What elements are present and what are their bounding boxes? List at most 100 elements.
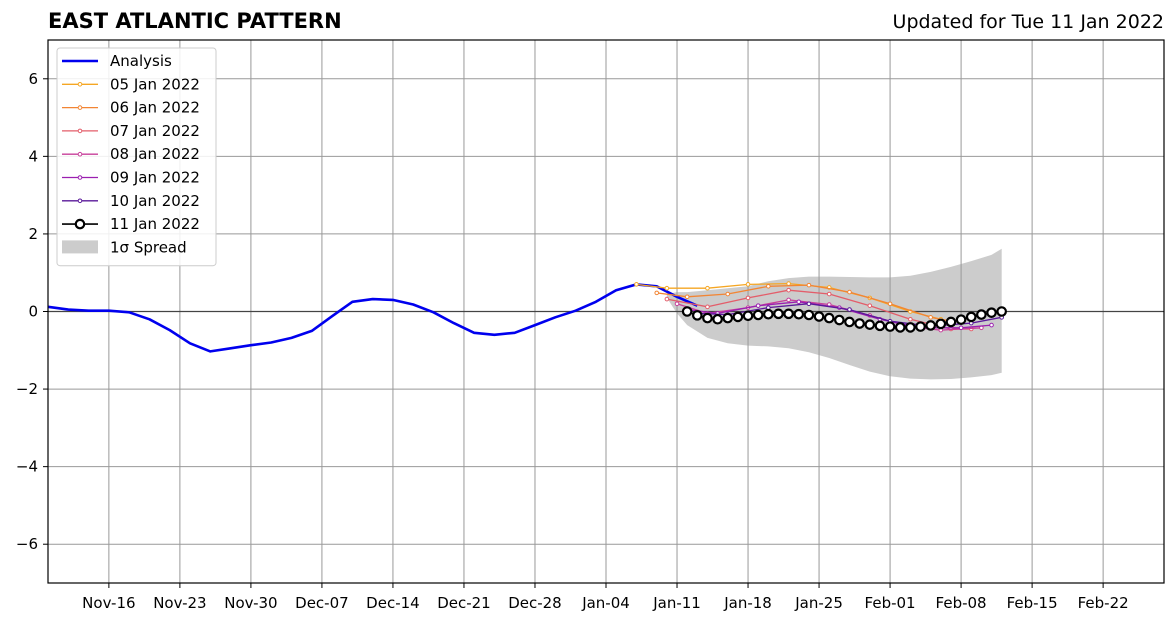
data-point xyxy=(935,318,947,330)
x-tick-label: Feb-15 xyxy=(1007,594,1058,612)
legend-item-spread: 1σ Spread xyxy=(62,238,187,256)
series-layer xyxy=(47,281,1007,353)
data-point xyxy=(681,306,693,317)
legend-marker xyxy=(77,105,83,110)
spread-layer xyxy=(666,248,1002,380)
data-point xyxy=(684,294,690,300)
data-point xyxy=(766,305,771,310)
y-tick-label: 6 xyxy=(28,70,38,88)
data-point xyxy=(786,287,791,293)
data-point xyxy=(786,297,791,303)
data-point xyxy=(834,314,845,326)
data-point xyxy=(894,322,906,333)
x-tick-label: Jan-18 xyxy=(723,594,772,612)
x-tick-label: Nov-23 xyxy=(153,594,206,612)
legend-marker xyxy=(77,128,83,134)
data-point xyxy=(813,311,825,322)
data-point xyxy=(864,319,876,330)
data-point xyxy=(742,310,754,322)
x-tick-label: Feb-01 xyxy=(865,594,916,612)
data-point xyxy=(867,303,873,308)
data-point xyxy=(986,307,997,318)
legend-label: 10 Jan 2022 xyxy=(110,192,200,210)
data-point xyxy=(722,312,734,324)
data-point xyxy=(712,313,723,325)
data-point xyxy=(654,290,660,296)
data-point xyxy=(854,318,865,329)
legend-item-07-jan-2022: 07 Jan 2022 xyxy=(62,122,200,140)
data-point xyxy=(887,301,893,307)
data-point xyxy=(844,316,855,328)
legend-label: Analysis xyxy=(110,52,172,70)
legend-label: 05 Jan 2022 xyxy=(110,75,200,93)
data-point xyxy=(803,309,815,321)
data-point xyxy=(847,289,852,295)
data-point xyxy=(786,281,791,286)
data-point xyxy=(674,301,680,307)
data-point xyxy=(915,321,926,332)
legend-label: 09 Jan 2022 xyxy=(110,169,200,187)
legend-label: 07 Jan 2022 xyxy=(110,122,200,140)
y-tick-label: 0 xyxy=(28,303,38,321)
data-point xyxy=(783,308,794,320)
x-tick-label: Dec-14 xyxy=(366,594,420,612)
data-point xyxy=(752,309,764,321)
x-tick-label: Dec-28 xyxy=(508,594,562,612)
series-analysis xyxy=(47,283,698,353)
data-point xyxy=(945,316,957,328)
data-point xyxy=(884,321,896,332)
data-point xyxy=(793,308,805,320)
data-point xyxy=(928,315,933,320)
data-point xyxy=(745,282,751,287)
legend-box xyxy=(56,47,217,267)
legend: Analysis 05 Jan 2022 06 Jan 2022 07 Jan 202… xyxy=(56,47,217,267)
x-tick-label: Jan-11 xyxy=(652,594,701,612)
legend-item-analysis: Analysis xyxy=(62,52,172,70)
legend-marker xyxy=(74,218,86,230)
y-tick-label: −4 xyxy=(16,458,38,476)
data-point xyxy=(766,283,771,289)
legend-marker xyxy=(77,175,83,180)
series-11-jan-2022 xyxy=(681,306,1007,333)
spread-band xyxy=(666,248,1002,380)
y-tick-label: −6 xyxy=(16,535,38,553)
data-point xyxy=(705,285,710,291)
legend-item-11-jan-2022: 11 Jan 2022 xyxy=(62,215,200,233)
x-tick-label: Feb-22 xyxy=(1078,594,1129,612)
data-point xyxy=(705,304,710,310)
data-point xyxy=(796,299,802,305)
data-point xyxy=(826,291,832,297)
data-point xyxy=(725,291,731,297)
y-tick-label: 4 xyxy=(28,147,38,165)
data-point xyxy=(773,308,784,320)
data-point xyxy=(908,316,913,322)
legend-label: 08 Jan 2022 xyxy=(110,145,200,163)
data-point xyxy=(806,282,812,288)
x-tick-label: Jan-25 xyxy=(794,594,843,612)
legend-item-08-jan-2022: 08 Jan 2022 xyxy=(62,145,200,163)
x-tick-label: Dec-07 xyxy=(295,594,349,612)
data-point xyxy=(955,314,967,325)
data-point xyxy=(958,325,964,331)
data-point xyxy=(806,301,812,307)
data-point xyxy=(664,285,670,291)
data-point xyxy=(763,308,774,320)
legend-item-06-jan-2022: 06 Jan 2022 xyxy=(62,99,200,117)
data-point xyxy=(847,307,852,312)
x-tick-label: Nov-16 xyxy=(82,594,135,612)
data-point xyxy=(732,311,744,323)
legend-label: 11 Jan 2022 xyxy=(110,215,200,233)
legend-item-05-jan-2022: 05 Jan 2022 xyxy=(62,75,200,93)
legend-label: 06 Jan 2022 xyxy=(110,99,200,117)
data-point xyxy=(925,320,936,331)
chart-title: EAST ATLANTIC PATTERN xyxy=(48,9,342,33)
data-point xyxy=(823,312,835,324)
series-line xyxy=(47,283,698,353)
data-point xyxy=(989,322,994,328)
data-point xyxy=(996,306,1007,317)
chart-subtitle: Updated for Tue 11 Jan 2022 xyxy=(892,11,1164,33)
legend-marker xyxy=(77,151,83,157)
legend-item-10-jan-2022: 10 Jan 2022 xyxy=(62,192,200,210)
x-tick-label: Nov-30 xyxy=(224,594,277,612)
